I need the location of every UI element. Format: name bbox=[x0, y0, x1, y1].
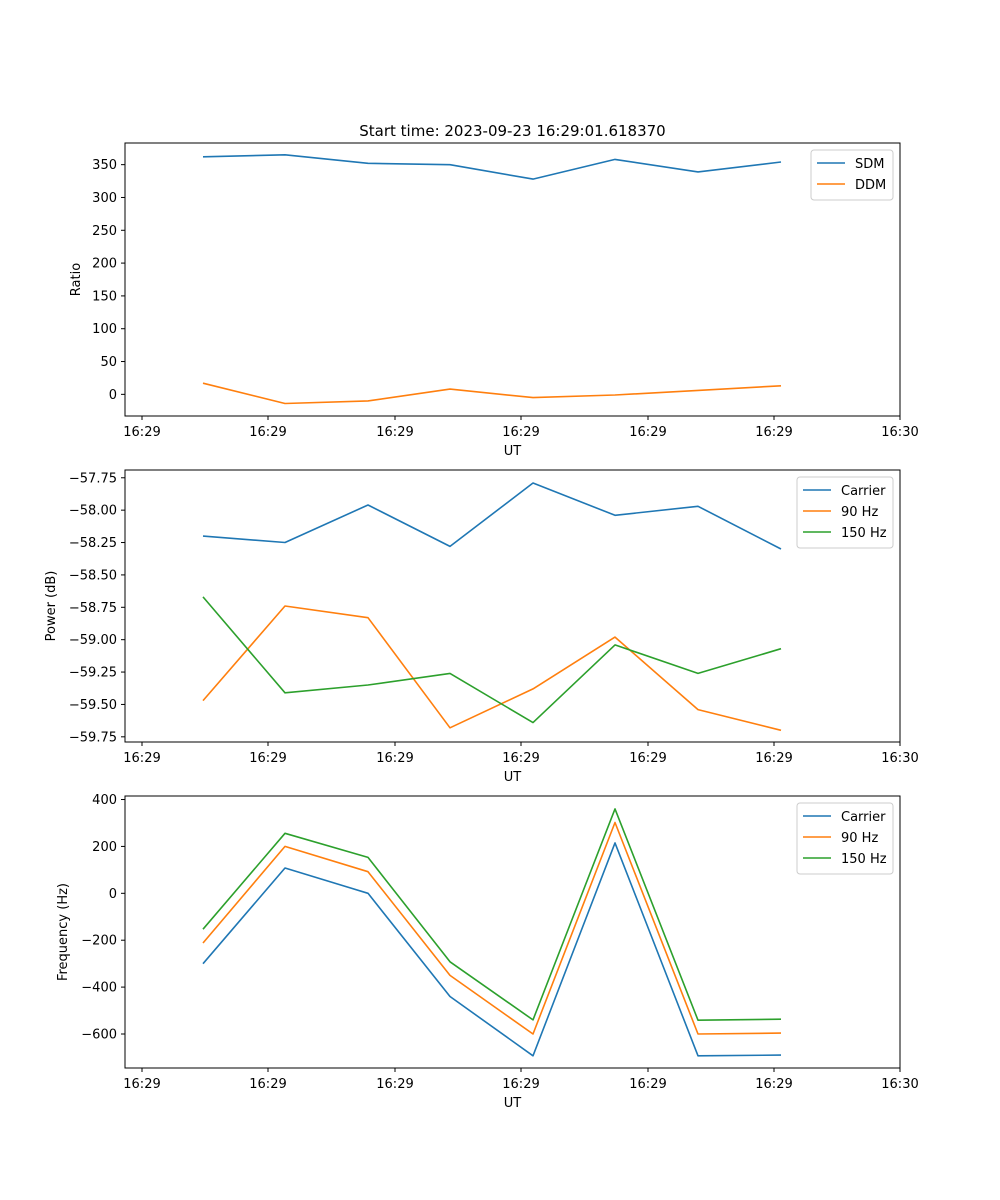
y-tick-label: 400 bbox=[92, 793, 117, 808]
x-tick-label: 16:29 bbox=[629, 1077, 666, 1092]
legend: Carrier 90 Hz 150 Hz bbox=[796, 476, 894, 549]
series-line-ddm bbox=[202, 382, 782, 405]
legend: Carrier 90 Hz 150 Hz bbox=[796, 802, 894, 875]
legend-label: Carrier bbox=[841, 810, 886, 825]
y-axis-label: Ratio bbox=[69, 263, 84, 296]
y-tick-label: 150 bbox=[92, 289, 117, 304]
x-tick-label: 16:29 bbox=[249, 751, 286, 766]
y-tick-label: 0 bbox=[109, 388, 117, 403]
y-tick-label: −58.75 bbox=[69, 601, 117, 616]
legend-label: 90 Hz bbox=[841, 831, 878, 846]
legend: SDM DDM bbox=[810, 149, 894, 201]
y-axis-label: Frequency (Hz) bbox=[56, 883, 71, 981]
series-line-150-hz bbox=[202, 596, 782, 724]
y-tick-label: −58.00 bbox=[69, 504, 117, 519]
x-axis-label: UT bbox=[504, 444, 522, 459]
series-line-90-hz bbox=[202, 605, 782, 732]
legend-box bbox=[796, 476, 894, 549]
x-tick-label: 16:29 bbox=[376, 1077, 413, 1092]
legend-label: DDM bbox=[855, 178, 886, 193]
legend-label: SDM bbox=[855, 157, 884, 172]
y-tick-label: −58.50 bbox=[69, 568, 117, 583]
y-tick-label: −59.25 bbox=[69, 666, 117, 681]
y-tick-label: 350 bbox=[92, 158, 117, 173]
x-tick-label: 16:29 bbox=[755, 1077, 792, 1092]
subplot-1: Start time: 2023-09-23 16:29:01.618370 16… bbox=[69, 122, 919, 459]
series-line-carrier bbox=[202, 482, 782, 550]
x-tick-label: 16:29 bbox=[249, 1077, 286, 1092]
series-line-90-hz bbox=[202, 821, 782, 1035]
x-tick-label: 16:29 bbox=[123, 425, 160, 440]
x-tick-label: 16:29 bbox=[376, 751, 413, 766]
series-line-150-hz bbox=[202, 808, 782, 1022]
axes-frame bbox=[124, 469, 901, 743]
x-tick-label: 16:29 bbox=[502, 751, 539, 766]
legend-box bbox=[796, 802, 894, 875]
y-tick-label: 300 bbox=[92, 191, 117, 206]
series-line-carrier bbox=[202, 842, 782, 1057]
x-tick-label: 16:29 bbox=[123, 1077, 160, 1092]
x-tick-label: 16:29 bbox=[755, 751, 792, 766]
x-axis-label: UT bbox=[504, 1096, 522, 1111]
axes-frame bbox=[124, 142, 901, 417]
x-tick-label: 16:29 bbox=[629, 425, 666, 440]
x-tick-label: 16:29 bbox=[755, 425, 792, 440]
x-tick-label: 16:29 bbox=[123, 751, 160, 766]
chart-title: Start time: 2023-09-23 16:29:01.618370 bbox=[359, 122, 665, 140]
y-tick-label: −59.00 bbox=[69, 633, 117, 648]
y-tick-label: 0 bbox=[109, 887, 117, 902]
legend-label: 90 Hz bbox=[841, 505, 878, 520]
legend-label: 150 Hz bbox=[841, 852, 887, 867]
x-tick-label: 16:30 bbox=[881, 751, 918, 766]
y-tick-label: −58.25 bbox=[69, 536, 117, 551]
x-tick-label: 16:29 bbox=[502, 425, 539, 440]
subplot-2: 16:29 16:29 16:29 16:29 16:29 16:29 16:30 −59.7… bbox=[44, 469, 919, 785]
x-tick-label: 16:30 bbox=[881, 425, 918, 440]
x-tick-label: 16:29 bbox=[249, 425, 286, 440]
x-tick-label: 16:30 bbox=[881, 1077, 918, 1092]
x-axis-label: UT bbox=[504, 770, 522, 785]
y-axis-label: Power (dB) bbox=[44, 571, 59, 642]
y-tick-label: 200 bbox=[92, 257, 117, 272]
x-tick-label: 16:29 bbox=[629, 751, 666, 766]
y-tick-label: 100 bbox=[92, 322, 117, 337]
x-tick-label: 16:29 bbox=[376, 425, 413, 440]
y-tick-label: 50 bbox=[100, 355, 117, 370]
y-tick-label: −600 bbox=[81, 1028, 117, 1043]
legend-label: 150 Hz bbox=[841, 526, 887, 541]
y-tick-label: 250 bbox=[92, 224, 117, 239]
axes-frame bbox=[124, 795, 901, 1069]
subplot-3: 16:29 16:29 16:29 16:29 16:29 16:29 16:30 −600 −… bbox=[56, 793, 919, 1111]
y-tick-label: 200 bbox=[92, 840, 117, 855]
series-line-sdm bbox=[202, 154, 782, 180]
legend-label: Carrier bbox=[841, 484, 886, 499]
x-tick-label: 16:29 bbox=[502, 1077, 539, 1092]
y-tick-label: −200 bbox=[81, 934, 117, 949]
y-tick-label: −59.50 bbox=[69, 698, 117, 713]
y-tick-label: −57.75 bbox=[69, 471, 117, 486]
y-tick-label: −59.75 bbox=[69, 730, 117, 745]
y-tick-label: −400 bbox=[81, 981, 117, 996]
